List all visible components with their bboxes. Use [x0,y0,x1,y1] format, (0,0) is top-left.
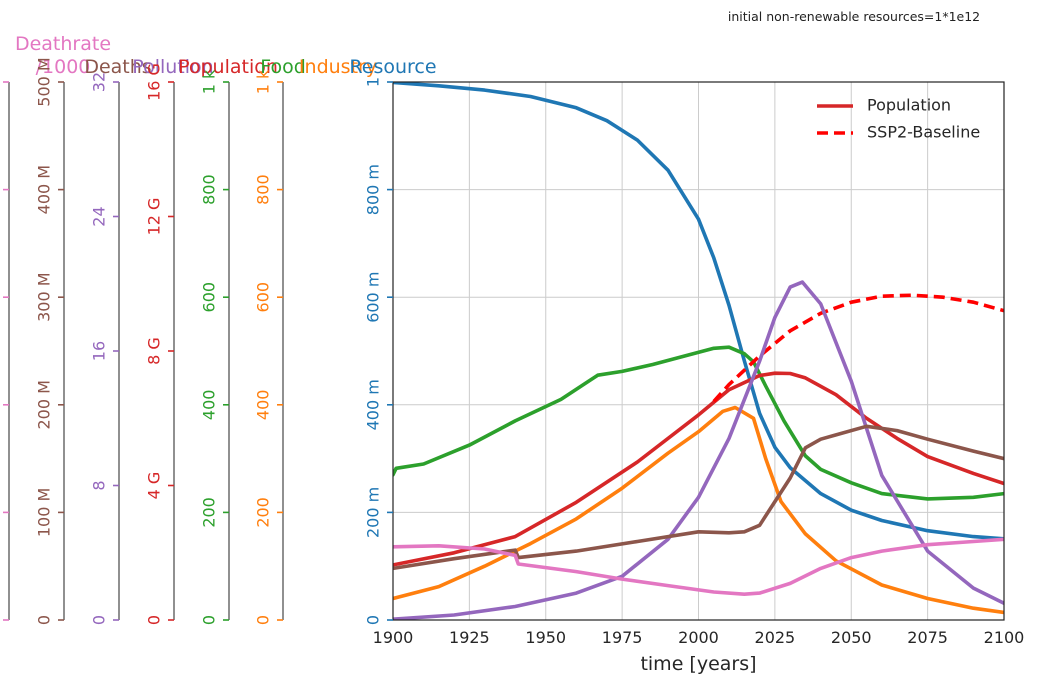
y-tick-label-resource: 200 m [364,487,383,538]
series-line-resource [393,82,1004,541]
x-tick-label: 2000 [678,628,719,647]
y-tick-label-industry: 200 [254,497,273,528]
y-tick-label-industry: 400 [254,390,273,421]
series-line-pollution [393,280,1004,620]
plot-frame [392,81,1005,621]
series-line-industry [393,405,1004,615]
y-tick-label-food: 1 k [200,69,219,94]
y-tick-label-resource: 400 m [364,379,383,430]
legend-label-population: Population [867,96,951,115]
x-tick-label: 1975 [602,628,643,647]
series-line-food [393,345,1004,501]
y-tick-label-deaths: 400 M [35,165,54,214]
axis-title-resource: Resource [349,56,436,78]
axis-title-deaths: Deaths [84,56,151,78]
y-tick-label-food: 800 [200,174,219,205]
series-line-ssp2-baseline [712,293,1004,403]
y-tick-label-population: 4 G [145,472,164,500]
y-tick-label-deaths: 500 M [35,57,54,106]
x-tick-label: 2100 [984,628,1025,647]
legend: Population SSP2-Baseline [817,96,980,142]
y-tick-label-population: 0 [145,615,164,625]
y-axis-deathrate: 050100150200250Deathrate/1000 [3,33,111,621]
y-tick-label-deaths: 0 [35,615,54,625]
y-axis-population: 0 4 G 8 G 12 G 16 G Population [145,56,278,625]
y-tick-label-pollution: 24 [90,206,109,226]
axis-title-pollution: Pollution [132,56,213,78]
axis-title-food: Food [260,56,306,78]
y-tick-label-resource: 800 m [364,164,383,215]
y-tick-label-industry: 800 [254,174,273,205]
x-tick-label: 2050 [831,628,872,647]
y-tick-label-resource: 600 m [364,272,383,323]
y-tick-label-pollution: 16 [90,341,109,361]
y-tick-label-deaths: 100 M [35,488,54,537]
axis-title-deathrate-line1: Deathrate [15,33,111,55]
plot-area: 1900 1925 1950 1975 2000 2025 2050 2075 2100time… [3,33,1025,675]
axis-title-population: Population [178,56,278,78]
y-tick-label-pollution: 8 [90,480,109,490]
y-tick-label-food: 0 [200,615,219,625]
y-tick-label-population: 16 G [145,63,164,101]
x-tick-label: 1925 [449,628,490,647]
y-axis-pollution: 0 8 16 24 32 Pollution [90,56,214,625]
legend-label-ssp2-baseline: SSP2-Baseline [867,123,980,142]
y-tick-label-resource: 0 [364,615,383,625]
y-tick-label-industry: 600 [254,282,273,313]
y-tick-label-pollution: 0 [90,615,109,625]
y-tick-label-deaths: 200 M [35,380,54,429]
x-axis-label: time [years] [640,653,756,675]
y-tick-label-food: 400 [200,390,219,421]
y-tick-label-food: 600 [200,282,219,313]
x-tick-label: 2025 [755,628,796,647]
series-line-population [393,371,1004,567]
chart-annotation: initial non-renewable resources=1*1e12 [728,9,980,24]
y-tick-label-industry: 0 [254,615,273,625]
y-tick-label-population: 8 G [145,337,164,365]
axis-title-industry: Industry [299,56,377,78]
y-axis-deaths: 0 100 M 200 M 300 M 400 M 500 M Deaths [35,56,152,625]
y-tick-label-deaths: 300 M [35,272,54,321]
series-group [393,82,1004,620]
y-axis-industry: 0 200 400 600 800 1 k Industry [254,56,378,625]
y-tick-label-pollution: 32 [90,72,109,92]
x-tick-label: 1950 [525,628,566,647]
y-tick-label-population: 12 G [145,198,164,236]
y-tick-label-food: 200 [200,497,219,528]
x-tick-label: 1900 [373,628,414,647]
series-line-deathrate [393,537,1004,597]
x-tick-label: 2075 [907,628,948,647]
axis-title-deathrate-line2: /1000 [36,56,91,78]
y-tick-label-industry: 1 k [254,69,273,94]
series-line-deaths [393,424,1004,571]
y-tick-label-resource: 1 [364,77,383,87]
